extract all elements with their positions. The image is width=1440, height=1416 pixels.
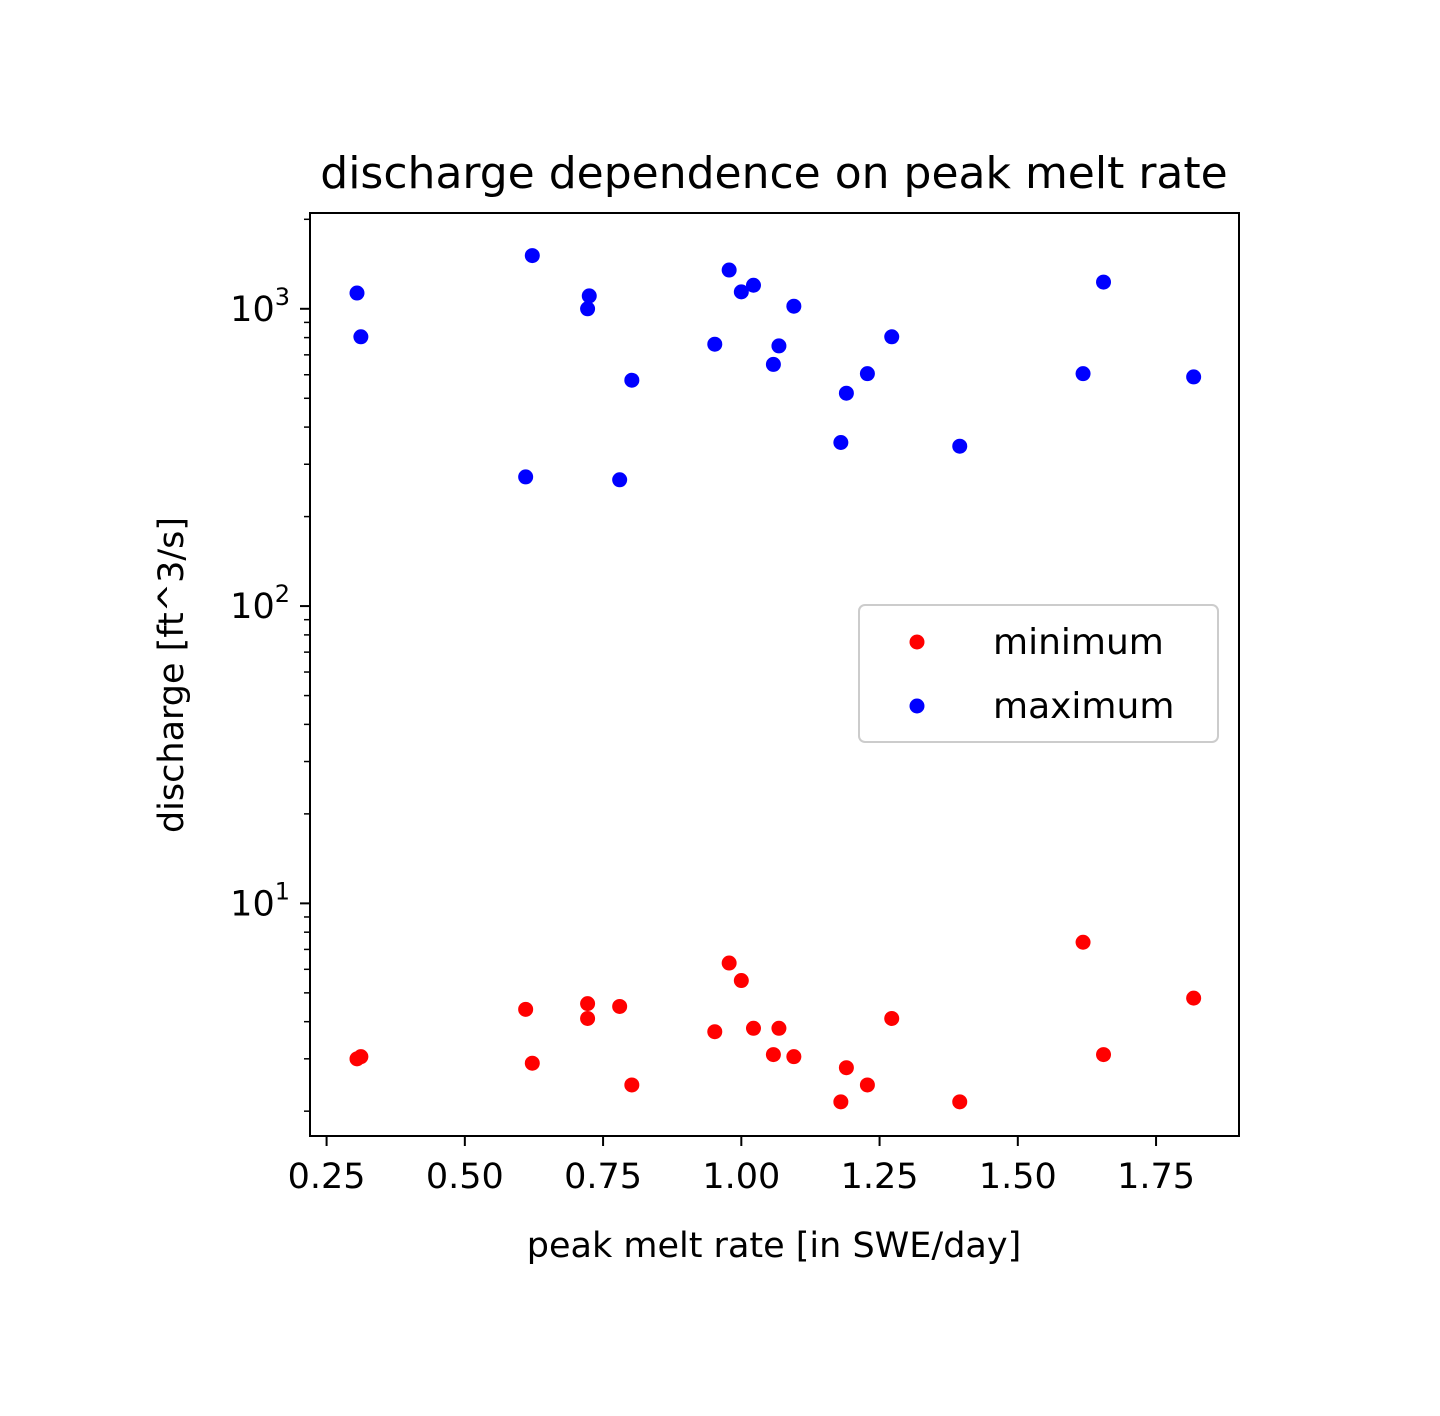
y-axis-label: discharge [ft^3/s] [152, 517, 192, 833]
y-tick-label: 102 [230, 580, 290, 627]
minimum-point [765, 1047, 781, 1063]
legend-marker-maximum [909, 698, 925, 714]
minimum-point [353, 1049, 369, 1065]
maximum-point [1075, 366, 1091, 382]
maximum-point [612, 472, 628, 488]
legend-marker-minimum [909, 634, 925, 650]
legend: minimum maximum [858, 604, 1219, 743]
minimum-point [624, 1077, 640, 1093]
maximum-point [721, 262, 737, 278]
minimum-point [580, 996, 596, 1012]
plot-area-frame [309, 212, 1240, 1137]
minimum-point [733, 973, 749, 989]
minimum-point [833, 1094, 849, 1110]
minimum-point [518, 1001, 534, 1017]
maximum-point [707, 336, 723, 352]
legend-label-maximum: maximum [993, 686, 1174, 727]
minimum-point [524, 1055, 540, 1071]
maximum-point [765, 356, 781, 372]
minimum-point [884, 1010, 900, 1026]
maximum-point [581, 288, 597, 304]
maximum-point [884, 329, 900, 345]
axis-ticks: 0.25 0.50 0.75 1.00 1.25 1.50 1.75 101 102 103 [230, 218, 1195, 1197]
minimum-point [580, 1010, 596, 1026]
minimum-point [859, 1077, 875, 1093]
y-tick-label: 101 [230, 877, 290, 924]
x-tick-label: 1.25 [841, 1157, 919, 1197]
minimum-point [771, 1020, 787, 1036]
maximum-point [952, 438, 968, 454]
maximum-point [733, 284, 749, 300]
maximum-point [624, 372, 640, 388]
maximum-point [353, 329, 369, 345]
minimum-point [786, 1049, 802, 1065]
maximum-point [771, 338, 787, 354]
data-points [349, 248, 1202, 1110]
x-tick-label: 1.50 [979, 1157, 1057, 1197]
y-tick-label: 103 [230, 283, 290, 330]
maximum-point [1186, 369, 1202, 385]
maximum-point [349, 285, 365, 301]
minimum-point [1186, 990, 1202, 1006]
maximum-point [833, 435, 849, 451]
legend-label-minimum: minimum [993, 622, 1164, 663]
x-axis-label: peak melt rate [in SWE/day] [527, 1226, 1021, 1266]
x-tick-label: 0.75 [564, 1157, 642, 1197]
minimum-point [707, 1024, 723, 1040]
x-tick-label: 0.25 [288, 1157, 366, 1197]
maximum-point [786, 298, 802, 314]
maximum-point [524, 248, 540, 264]
minimum-point [838, 1060, 854, 1076]
legend-box [858, 604, 1219, 743]
maximum-point [745, 277, 761, 293]
x-tick-label: 0.50 [426, 1157, 504, 1197]
maximum-point [518, 469, 534, 485]
minimum-point [1096, 1047, 1112, 1063]
chart-title: discharge dependence on peak melt rate [320, 148, 1227, 199]
maximum-point [1096, 274, 1112, 290]
maximum-point [838, 385, 854, 401]
minimum-point [1075, 934, 1091, 950]
maximum-point [580, 301, 596, 317]
minimum-point [745, 1020, 761, 1036]
minimum-point [612, 998, 628, 1014]
x-tick-label: 1.00 [702, 1157, 780, 1197]
minimum-point [721, 955, 737, 971]
minimum-point [952, 1094, 968, 1110]
maximum-point [859, 366, 875, 382]
x-tick-label: 1.75 [1117, 1157, 1195, 1197]
